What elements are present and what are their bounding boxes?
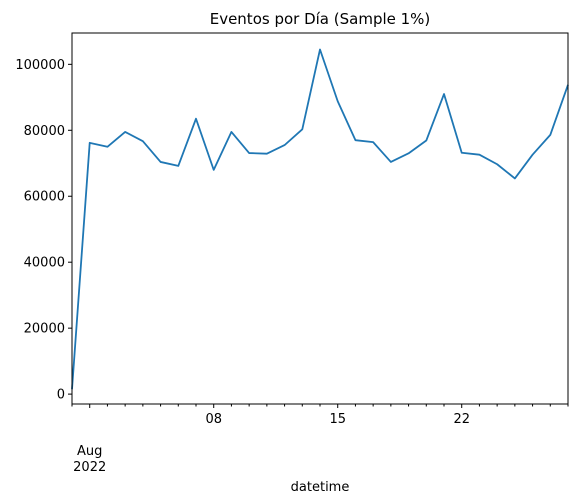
x-tick-label: Aug: [77, 444, 102, 459]
x-axis-label: datetime: [291, 480, 350, 495]
y-tick-label: 40000: [24, 256, 65, 271]
y-tick-label: 0: [57, 388, 65, 403]
y-tick-label: 100000: [15, 58, 65, 73]
y-tick-label: 80000: [24, 124, 65, 139]
x-tick-sublabel: 2022: [73, 460, 106, 475]
chart-title: Eventos por Día (Sample 1%): [210, 10, 431, 28]
plot-frame: [72, 33, 568, 404]
y-axis: 0 20000 40000 60000 80000 100000: [15, 58, 72, 403]
x-tick-label: 22: [453, 412, 470, 427]
y-tick-label: 60000: [24, 190, 65, 205]
y-tick-label: 20000: [24, 322, 65, 337]
series-layer: [72, 49, 568, 389]
x-tick-label: 08: [205, 412, 222, 427]
series-line: [72, 49, 568, 389]
x-tick-label: 15: [329, 412, 346, 427]
